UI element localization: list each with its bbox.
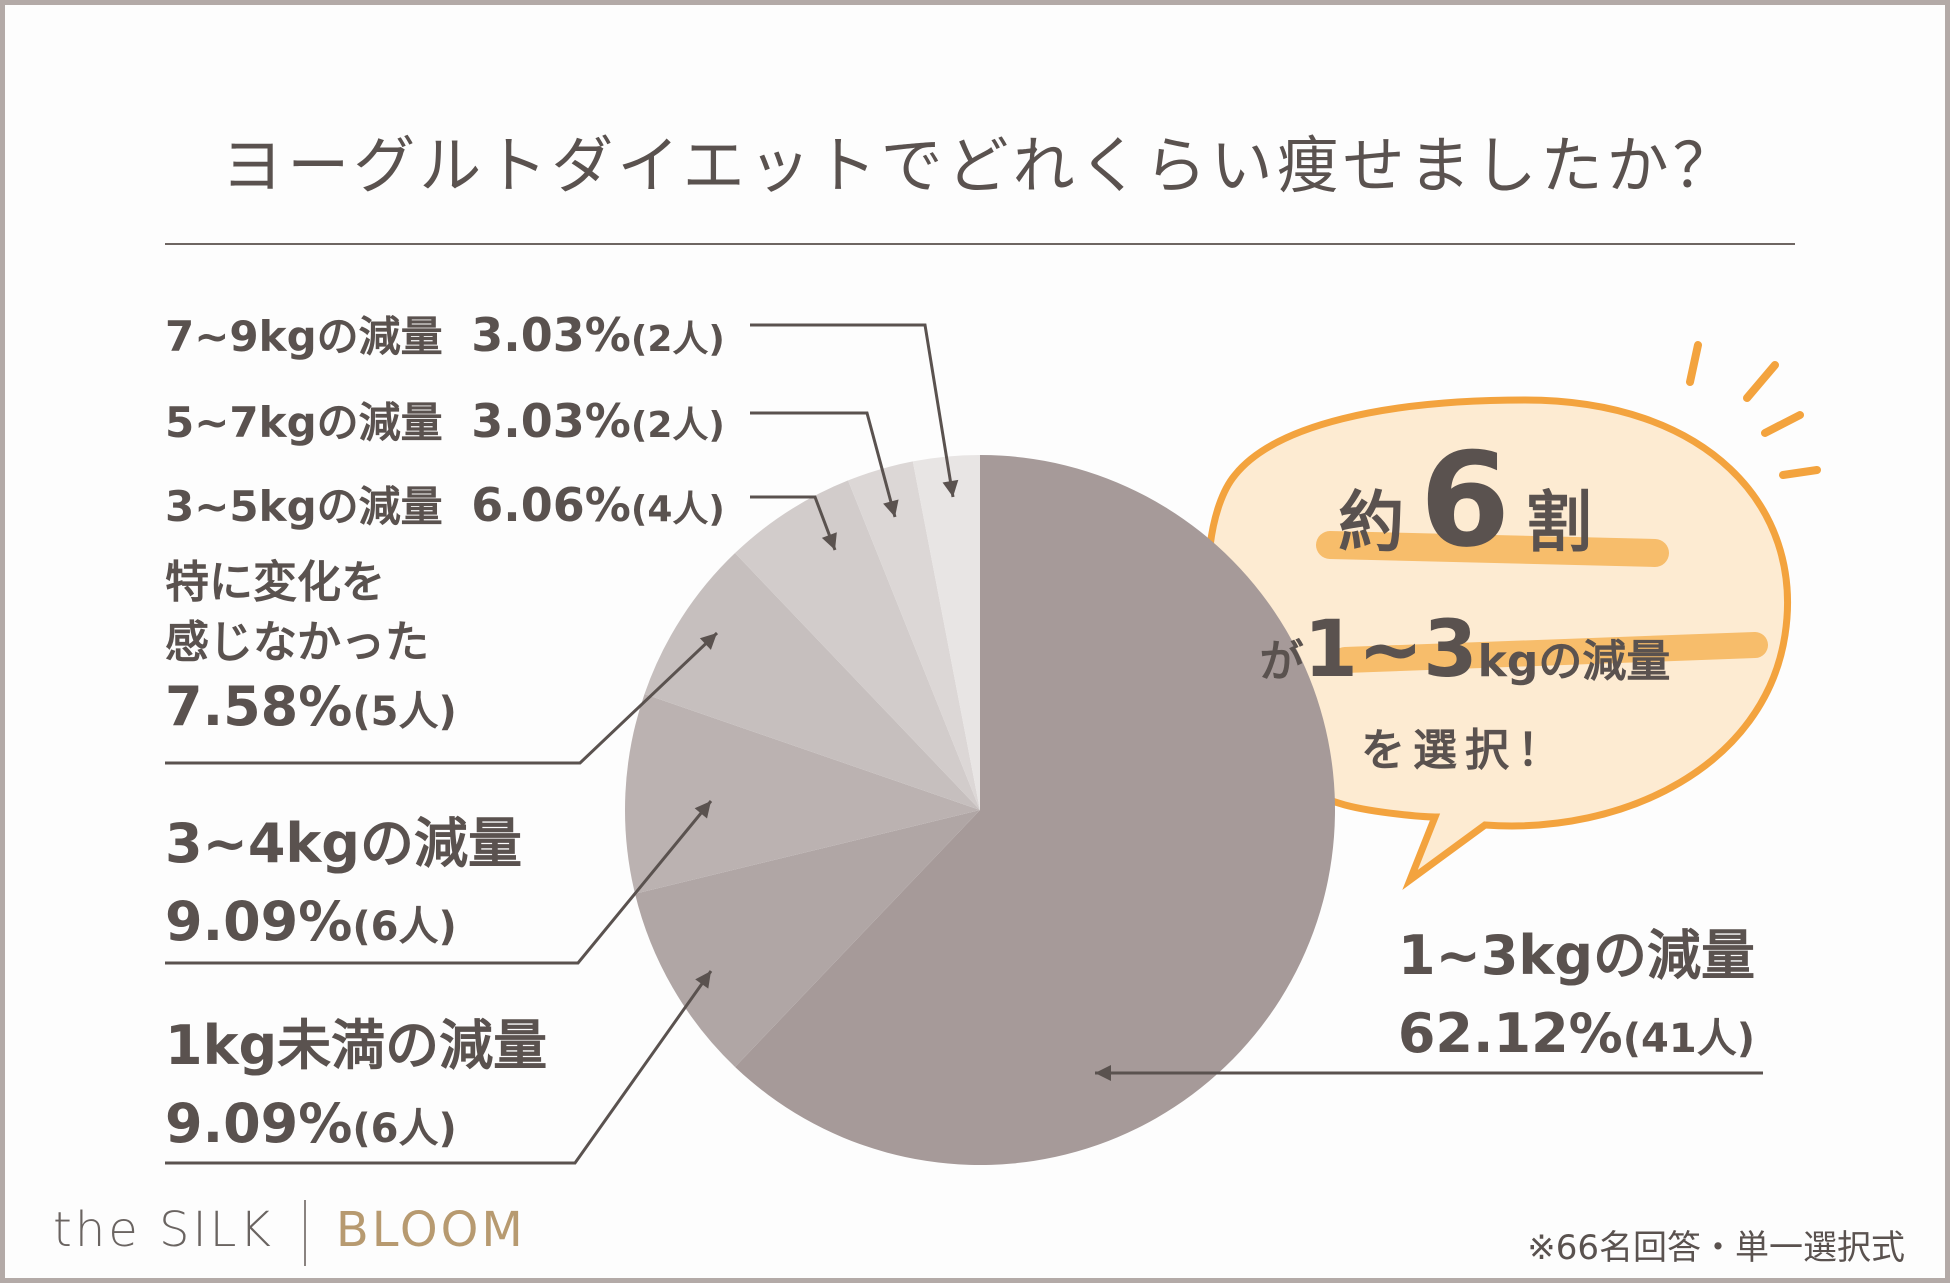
leader-3-4kg-head bbox=[694, 801, 711, 819]
leader-5-7kg-head bbox=[883, 499, 899, 517]
brand-divider bbox=[303, 1200, 306, 1266]
label-under-1kg-name: 1kg未満の減量 bbox=[165, 1014, 548, 1077]
footnote: ※66名回答・単一選択式 bbox=[1527, 1228, 1905, 1268]
label-1-3kg: 1~3kgの減量 62.12%(41人) bbox=[1398, 917, 1755, 1086]
label-5-7kg-name: 5~7kgの減量 bbox=[165, 398, 443, 447]
label-no-change-line2: 感じなかった bbox=[165, 617, 429, 668]
label-no-change-count: (5人) bbox=[352, 689, 457, 735]
label-under-1kg: 1kg未満の減量 9.09%(6人) bbox=[165, 1007, 547, 1176]
label-7-9kg-name: 7~9kgの減量 bbox=[165, 312, 443, 361]
leader-7-9kg bbox=[750, 323, 955, 498]
bubble-post: 割 bbox=[1525, 484, 1592, 561]
brand-right: BLOOM bbox=[335, 1202, 526, 1258]
emphasis-lines bbox=[1686, 341, 1821, 479]
leader-no-change-head bbox=[699, 633, 717, 650]
pie-slice-2 bbox=[625, 693, 980, 894]
pie-slice-1 bbox=[635, 810, 980, 1067]
leader-3-5kg bbox=[750, 495, 837, 551]
leader-1-3kg-head bbox=[1095, 1065, 1111, 1081]
bubble-line2-b: 1~3 bbox=[1303, 605, 1478, 695]
label-7-9kg: 7~9kgの減量 3.03%(2人) bbox=[165, 303, 725, 364]
pie-chart bbox=[165, 323, 1821, 1165]
leader-under-1kg-head bbox=[695, 971, 711, 989]
label-no-change: 特に変化を 感じなかった 7.58%(5人) bbox=[165, 553, 457, 742]
chart-title: ヨーグルトダイエットでどれくらい痩せましたか？ bbox=[221, 129, 1739, 202]
leader-no-change bbox=[165, 631, 719, 765]
label-1-3kg-name: 1~3kgの減量 bbox=[1398, 924, 1755, 987]
bubble-number: 6 bbox=[1419, 424, 1511, 576]
leader-5-7kg bbox=[750, 411, 897, 518]
label-1-3kg-count: (41人) bbox=[1622, 1016, 1755, 1062]
label-3-4kg-count: (6人) bbox=[352, 904, 457, 950]
bubble-text: 約 6 割 が1~3kgの減量 を選択！ bbox=[1185, 425, 1745, 786]
pie-slice-0 bbox=[735, 455, 1335, 1165]
label-under-1kg-count: (6人) bbox=[352, 1106, 457, 1152]
highlight-stroke-1 bbox=[1316, 531, 1669, 567]
brand-logo: the SILK BLOOM bbox=[53, 1200, 526, 1266]
leader-3-4kg bbox=[165, 800, 713, 965]
label-3-5kg-pct: 6.06% bbox=[471, 478, 631, 532]
pie-slice-6 bbox=[912, 455, 980, 810]
leader-lines bbox=[165, 323, 1763, 1165]
leader-7-9kg-head bbox=[942, 479, 959, 497]
pie-slices bbox=[625, 455, 1335, 1165]
bubble-pre: 約 bbox=[1338, 484, 1405, 561]
label-no-change-line1: 特に変化を bbox=[165, 557, 385, 608]
pie-slice-3 bbox=[644, 553, 980, 810]
label-7-9kg-pct: 3.03% bbox=[471, 308, 631, 362]
label-3-5kg-name: 3~5kgの減量 bbox=[165, 482, 443, 531]
title-rule bbox=[165, 243, 1795, 245]
label-no-change-pct: 7.58% bbox=[165, 675, 353, 738]
pie-slice-5 bbox=[848, 461, 980, 810]
label-5-7kg: 5~7kgの減量 3.03%(2人) bbox=[165, 389, 725, 450]
label-3-4kg: 3~4kgの減量 9.09%(6人) bbox=[165, 805, 522, 974]
highlight-stroke-2 bbox=[1332, 632, 1768, 673]
label-5-7kg-pct: 3.03% bbox=[471, 394, 631, 448]
pie-slice-4 bbox=[735, 480, 980, 810]
label-3-5kg: 3~5kgの減量 6.06%(4人) bbox=[165, 473, 725, 534]
label-3-4kg-name: 3~4kgの減量 bbox=[165, 812, 522, 875]
bubble-line2-a: が bbox=[1259, 636, 1304, 687]
label-under-1kg-pct: 9.09% bbox=[165, 1092, 353, 1155]
label-5-7kg-count: (2人) bbox=[630, 405, 725, 446]
leader-3-5kg-head bbox=[821, 532, 837, 550]
bubble-line2-c: kgの減量 bbox=[1477, 636, 1671, 687]
brand-left: the SILK bbox=[53, 1202, 274, 1258]
label-3-4kg-pct: 9.09% bbox=[165, 890, 353, 953]
label-7-9kg-count: (2人) bbox=[630, 319, 725, 360]
label-1-3kg-pct: 62.12% bbox=[1397, 1002, 1623, 1065]
label-3-5kg-count: (4人) bbox=[630, 489, 725, 530]
bubble-line3: を選択！ bbox=[1361, 725, 1569, 776]
leader-under-1kg bbox=[165, 970, 713, 1165]
